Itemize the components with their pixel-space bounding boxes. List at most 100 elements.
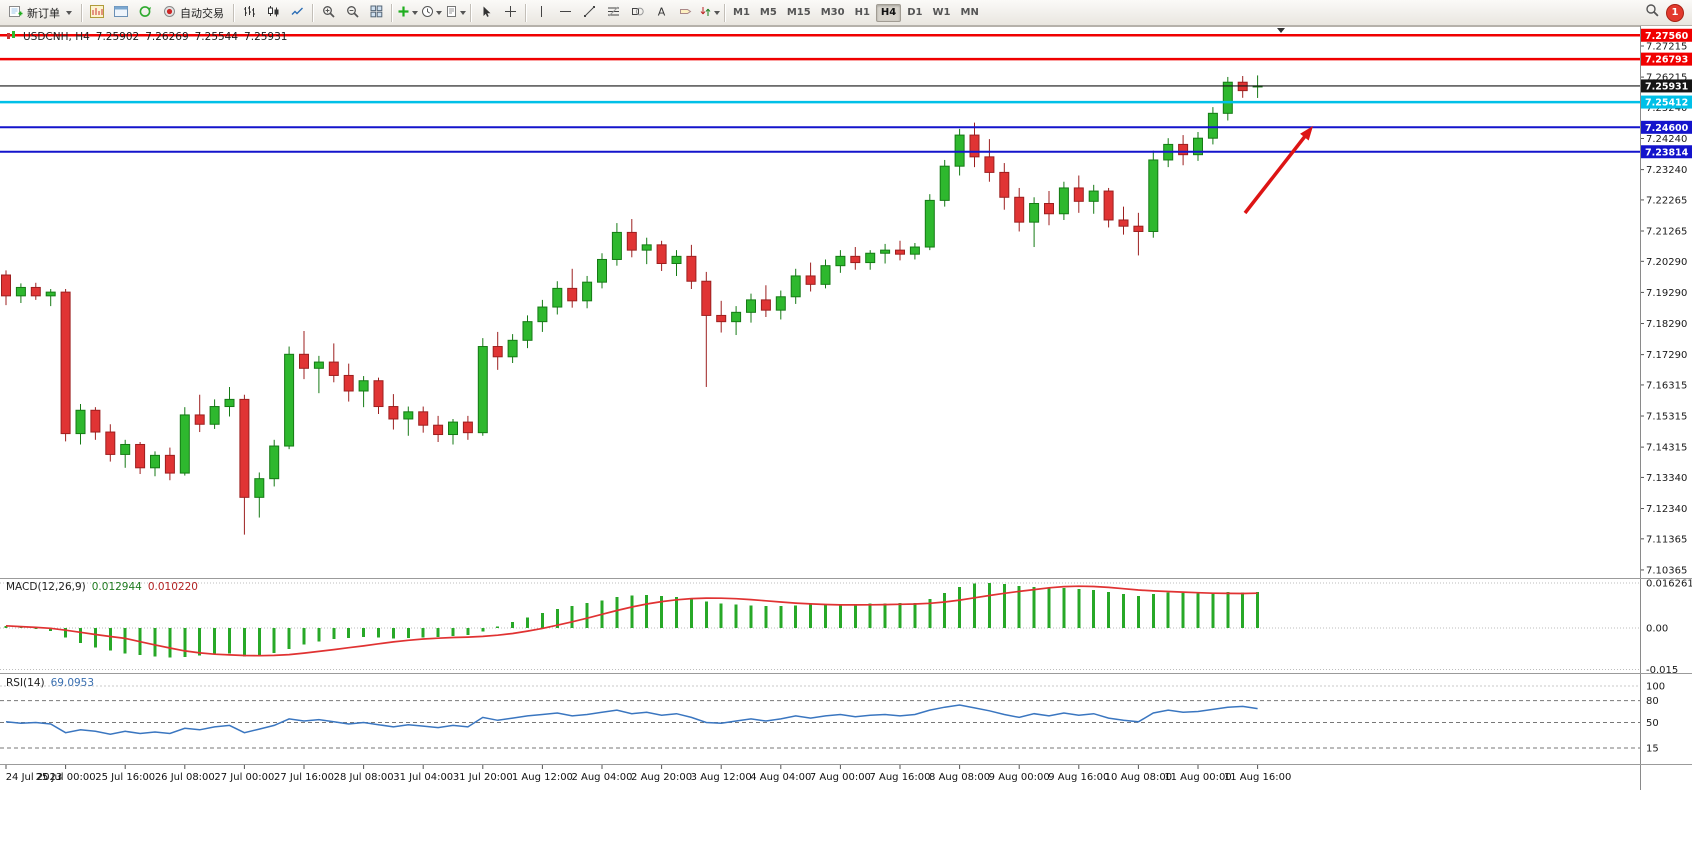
svg-text:7.26215: 7.26215 (1646, 73, 1687, 84)
fibonacci-button[interactable] (602, 3, 624, 23)
templates-button[interactable] (444, 3, 466, 23)
cycle-charts-button[interactable] (134, 3, 156, 23)
timeframe-h1-button[interactable]: H1 (854, 7, 870, 18)
annotation-arrow[interactable] (1243, 126, 1313, 215)
trendline-button[interactable] (578, 3, 600, 23)
crosshair-icon (504, 3, 517, 22)
macd-panel (0, 582, 1640, 671)
svg-text:7.24600: 7.24600 (1645, 123, 1689, 134)
periods-button[interactable] (420, 3, 442, 23)
profiles-icon (114, 3, 128, 22)
arrows-button[interactable] (698, 3, 720, 23)
search-button[interactable] (1641, 3, 1663, 23)
line-chart-icon (291, 3, 304, 22)
horizontal-lines-layer[interactable] (0, 34, 1640, 153)
svg-text:27 Jul 00:00: 27 Jul 00:00 (214, 772, 274, 783)
timeframe-m15-button[interactable]: M15 (786, 7, 811, 18)
bar-chart-button[interactable] (238, 3, 260, 23)
svg-text:26 Jul 08:00: 26 Jul 08:00 (155, 772, 215, 783)
price-badge (1641, 28, 1692, 42)
timeframe-toolbar: M1 M5 M15 M30 H1 H4 D1 W1 MN (728, 3, 984, 22)
line-chart-button[interactable] (286, 3, 308, 23)
horizontal-line-icon (559, 3, 572, 22)
notification-badge[interactable]: 1 (1666, 3, 1684, 22)
timeframe-mn-button[interactable]: MN (960, 7, 979, 18)
price-badge (1641, 145, 1692, 159)
svg-text:7 Aug 00:00: 7 Aug 00:00 (810, 772, 871, 783)
timeframe-m1-button[interactable]: M1 (733, 7, 750, 18)
svg-text:2 Aug 04:00: 2 Aug 04:00 (571, 772, 632, 783)
chart-canvas[interactable]: 7.272157.262157.252407.242407.232407.222… (0, 26, 1692, 853)
timeframe-m5-button[interactable]: M5 (759, 7, 777, 18)
vertical-line-button[interactable] (530, 3, 552, 23)
price-axis[interactable]: 7.272157.262157.252407.242407.232407.222… (1640, 26, 1692, 790)
trendline-icon (583, 3, 596, 22)
timeframe-w1-button[interactable]: W1 (932, 7, 951, 18)
new-order-button[interactable]: 新订单 (4, 3, 77, 23)
price-badge (1641, 79, 1692, 93)
macd-main-value: 0.012944 (91, 581, 142, 593)
zoom-in-button[interactable] (317, 3, 339, 23)
shapes-icon (631, 3, 644, 22)
zoom-out-button[interactable] (341, 3, 363, 23)
svg-text:4 Aug 04:00: 4 Aug 04:00 (750, 772, 811, 783)
chevron-down-icon (66, 10, 72, 15)
macd-signal-value: 0.010220 (147, 581, 198, 593)
crosshair-button[interactable] (499, 3, 521, 23)
svg-text:31 Jul 04:00: 31 Jul 04:00 (393, 772, 453, 783)
symbol-name: USDCNH, H4 (23, 31, 90, 43)
new-chart-button[interactable] (86, 3, 108, 23)
horizontal-line-button[interactable] (554, 3, 576, 23)
chart-shift-marker[interactable] (1277, 28, 1285, 33)
svg-text:3 Aug 12:00: 3 Aug 12:00 (691, 772, 752, 783)
candlestick-chart-icon (267, 3, 280, 22)
svg-text:8 Aug 08:00: 8 Aug 08:00 (929, 772, 990, 783)
text-label-button[interactable] (674, 3, 696, 23)
macd-indicator-label: MACD(12,26,9) 0.012944 0.010220 (6, 581, 198, 593)
rsi-panel (0, 685, 1640, 749)
svg-text:80: 80 (1646, 696, 1659, 707)
profiles-button[interactable] (110, 3, 132, 23)
tile-windows-button[interactable] (365, 3, 387, 23)
fibonacci-icon (607, 3, 620, 22)
chevron-down-icon (435, 10, 442, 15)
templates-icon (445, 3, 458, 22)
cycle-charts-icon (138, 3, 152, 22)
tile-windows-icon (370, 3, 383, 22)
arrows-icon (699, 3, 712, 22)
timeframe-h4-button[interactable]: H4 (875, 3, 902, 22)
separator (391, 3, 392, 22)
svg-text:7.15315: 7.15315 (1646, 412, 1687, 423)
candlestick-chart-button[interactable] (262, 3, 284, 23)
separator (525, 3, 526, 22)
price-badge (1641, 120, 1692, 134)
svg-text:0.016261: 0.016261 (1646, 578, 1692, 589)
indicators-button[interactable] (396, 3, 418, 23)
chevron-down-icon (411, 10, 418, 15)
svg-text:11 Aug 00:00: 11 Aug 00:00 (1164, 772, 1231, 783)
timeframe-m30-button[interactable]: M30 (820, 7, 845, 18)
svg-text:7.25931: 7.25931 (1645, 81, 1688, 92)
svg-text:2 Aug 20:00: 2 Aug 20:00 (631, 772, 692, 783)
svg-text:7.19290: 7.19290 (1646, 288, 1687, 299)
separator (470, 3, 471, 22)
text-button[interactable]: A (650, 3, 672, 23)
ohlc-high: 7.26269 (145, 31, 189, 43)
timeframe-d1-button[interactable]: D1 (907, 7, 923, 18)
svg-text:25 Jul 16:00: 25 Jul 16:00 (95, 772, 155, 783)
svg-text:7.18290: 7.18290 (1646, 319, 1687, 330)
auto-trading-button[interactable]: 自动交易 (158, 3, 229, 23)
cursor-button[interactable] (475, 3, 497, 23)
zoom-out-icon (346, 3, 359, 22)
ohlc-close: 7.25931 (244, 31, 288, 43)
svg-text:7 Aug 16:00: 7 Aug 16:00 (869, 772, 930, 783)
text-label-icon (679, 3, 692, 22)
auto-trading-icon (163, 5, 176, 21)
rsi-indicator-label: RSI(14) 69.0953 (6, 677, 94, 689)
svg-text:7.13340: 7.13340 (1646, 473, 1687, 484)
svg-text:7.16315: 7.16315 (1646, 380, 1687, 391)
macd-title: MACD(12,26,9) (6, 581, 86, 593)
shapes-button[interactable] (626, 3, 648, 23)
auto-trading-label: 自动交易 (180, 6, 224, 20)
